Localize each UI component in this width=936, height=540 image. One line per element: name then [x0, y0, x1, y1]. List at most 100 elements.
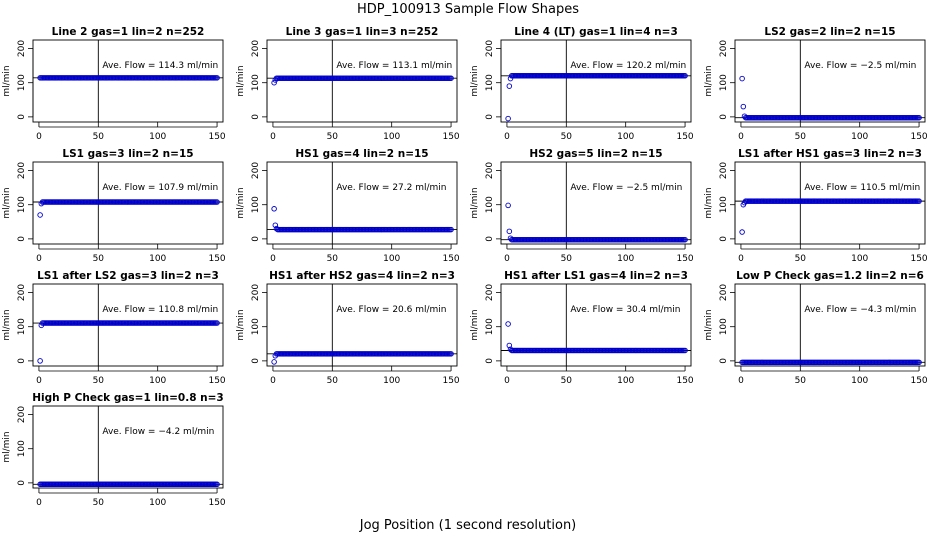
x-tick-label: 150 — [676, 132, 693, 142]
data-point — [37, 212, 43, 218]
panel-7: HS2 gas=5 lin=2 n=15 0 100 200 ml/min 0 50 100 1… — [470, 148, 694, 264]
x-tick-label: 150 — [208, 254, 225, 264]
x-tick-label: 0 — [36, 254, 42, 264]
y-tick-label: 100 — [719, 196, 729, 213]
data-point — [214, 75, 220, 81]
y-tick-label: 100 — [251, 318, 261, 335]
data-point — [682, 73, 688, 79]
data-point — [505, 321, 511, 327]
y-tick-label: 200 — [251, 40, 261, 57]
average-flow-annotation: Ave. Flow = −4.2 ml/min — [102, 427, 214, 437]
plot-frame — [266, 39, 458, 123]
y-tick-label: 200 — [251, 162, 261, 179]
x-tick-label: 100 — [149, 254, 166, 264]
y-axis-label: ml/min — [236, 309, 246, 340]
y-tick-label: 0 — [485, 236, 495, 242]
data-point — [740, 103, 747, 110]
panel-title: HS2 gas=5 lin=2 n=15 — [529, 148, 662, 160]
x-tick-label: 100 — [617, 254, 634, 264]
x-tick-label: 0 — [504, 132, 510, 142]
x-tick-label: 100 — [383, 376, 400, 386]
data-point — [739, 229, 745, 235]
y-axis-label: ml/min — [2, 65, 12, 96]
x-tick-label: 100 — [383, 254, 400, 264]
average-flow-annotation: Ave. Flow = −2.5 ml/min — [570, 183, 682, 193]
plot-frame — [500, 39, 692, 123]
panel-13: High P Check gas=1 lin=0.8 n=3 0 100 200 ml/… — [2, 392, 226, 508]
x-tick-label: 50 — [795, 132, 807, 142]
x-tick-label: 50 — [795, 254, 807, 264]
plot-frame — [734, 39, 926, 123]
y-tick-label: 100 — [485, 196, 495, 213]
panel-6: HS1 gas=4 lin=2 n=15 0 100 200 ml/min 0 50 100 1… — [236, 148, 460, 264]
y-tick-label: 0 — [17, 480, 27, 486]
y-tick-label: 0 — [251, 358, 261, 364]
y-tick-label: 200 — [485, 162, 495, 179]
x-tick-label: 50 — [327, 376, 339, 386]
panel-10: HS1 after HS2 gas=4 lin=2 n=3 0 100 200 ml/m… — [236, 270, 460, 386]
x-tick-label: 0 — [738, 132, 744, 142]
panel-4: LS2 gas=2 lin=2 n=15 0 100 200 ml/min 0 50 100 1… — [704, 26, 928, 142]
y-axis-label: ml/min — [236, 187, 246, 218]
y-tick-label: 200 — [17, 284, 27, 301]
panel-2: Line 3 gas=1 lin=3 n=252 0 100 200 ml/min 0 50… — [236, 26, 460, 142]
x-tick-label: 150 — [442, 376, 459, 386]
x-tick-label: 150 — [910, 254, 927, 264]
y-axis-label: ml/min — [704, 65, 714, 96]
panel-9: LS1 after LS2 gas=3 lin=2 n=3 0 100 200 ml/m… — [2, 270, 226, 386]
x-tick-label: 150 — [910, 132, 927, 142]
x-tick-label: 100 — [149, 132, 166, 142]
y-axis-label: ml/min — [704, 187, 714, 218]
y-axis-label: ml/min — [470, 187, 480, 218]
panel-title: Line 4 (LT) gas=1 lin=4 n=3 — [514, 26, 678, 38]
panel-title: Low P Check gas=1.2 lin=2 n=6 — [736, 270, 924, 282]
x-tick-label: 150 — [208, 498, 225, 508]
data-point — [505, 202, 511, 209]
x-tick-label: 150 — [442, 254, 459, 264]
y-axis-label: ml/min — [2, 309, 12, 340]
x-tick-label: 100 — [617, 376, 634, 386]
panel-title: LS2 gas=2 lin=2 n=15 — [764, 26, 895, 38]
panel-12: Low P Check gas=1.2 lin=2 n=6 0 100 200 ml/m… — [704, 270, 928, 386]
plot-frame — [500, 161, 692, 245]
y-tick-label: 100 — [485, 74, 495, 91]
plot-frame — [500, 283, 692, 367]
y-tick-label: 200 — [719, 162, 729, 179]
y-tick-label: 0 — [719, 236, 729, 242]
data-point — [271, 206, 277, 212]
average-flow-annotation: Ave. Flow = −2.5 ml/min — [804, 61, 916, 71]
y-tick-label: 100 — [251, 74, 261, 91]
data-point — [272, 222, 279, 228]
panel-1: Line 2 gas=1 lin=2 n=252 0 100 200 ml/min 0 50… — [2, 26, 226, 142]
x-tick-label: 150 — [208, 376, 225, 386]
y-tick-label: 0 — [17, 236, 27, 242]
data-point — [506, 83, 513, 89]
data-point — [739, 75, 745, 82]
y-tick-label: 0 — [251, 114, 261, 120]
panel-title: HS1 after LS1 gas=4 lin=2 n=3 — [504, 270, 688, 282]
data-point — [214, 481, 220, 488]
data-point — [448, 75, 454, 81]
y-tick-label: 0 — [17, 358, 27, 364]
y-tick-label: 100 — [719, 318, 729, 335]
data-point — [505, 115, 511, 122]
y-axis-label: ml/min — [2, 431, 12, 462]
y-tick-label: 200 — [485, 40, 495, 57]
x-tick-label: 50 — [93, 254, 105, 264]
data-point — [448, 351, 454, 357]
y-tick-label: 100 — [719, 74, 729, 91]
x-tick-label: 0 — [738, 254, 744, 264]
x-tick-label: 0 — [36, 132, 42, 142]
x-tick-label: 50 — [327, 132, 339, 142]
data-point — [506, 342, 513, 349]
x-tick-label: 150 — [676, 254, 693, 264]
y-tick-label: 200 — [485, 284, 495, 301]
x-tick-label: 50 — [93, 132, 105, 142]
y-tick-label: 0 — [251, 236, 261, 242]
y-tick-label: 200 — [17, 40, 27, 57]
y-tick-label: 200 — [719, 40, 729, 57]
x-tick-label: 0 — [738, 376, 744, 386]
y-tick-label: 200 — [17, 162, 27, 179]
x-tick-label: 100 — [851, 254, 868, 264]
